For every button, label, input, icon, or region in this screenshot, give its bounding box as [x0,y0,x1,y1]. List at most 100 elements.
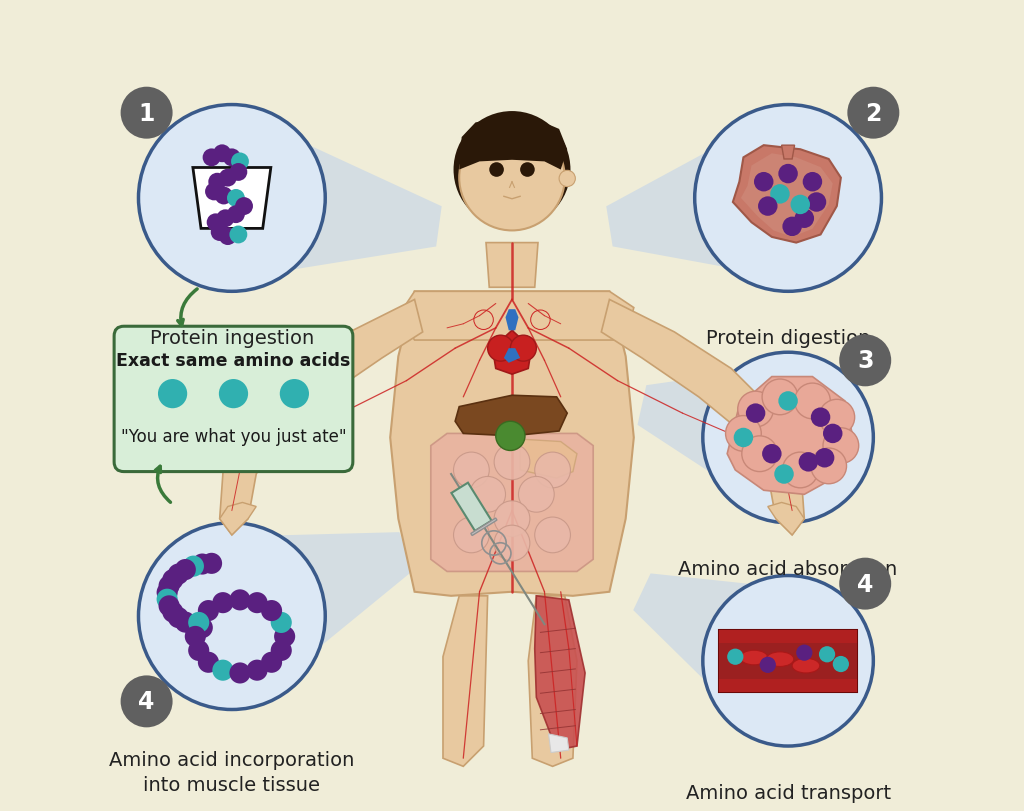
Polygon shape [719,630,857,643]
Circle shape [833,656,849,672]
Polygon shape [493,331,531,375]
Polygon shape [443,596,487,766]
Circle shape [489,163,504,178]
Circle shape [212,592,233,613]
Circle shape [236,198,253,216]
Circle shape [487,336,514,362]
Circle shape [795,209,814,229]
Circle shape [261,600,283,621]
Circle shape [815,448,835,468]
Polygon shape [520,440,577,478]
Polygon shape [528,596,577,766]
Circle shape [184,626,206,647]
Text: Amino acid incorporation
into muscle tissue: Amino acid incorporation into muscle tis… [110,750,354,794]
FancyBboxPatch shape [114,327,353,472]
Circle shape [213,145,231,163]
Circle shape [159,576,179,597]
Text: "You are what you just ate": "You are what you just ate" [121,427,346,445]
Circle shape [138,105,326,292]
Circle shape [215,187,232,205]
Polygon shape [220,115,441,282]
Circle shape [819,646,836,663]
Circle shape [191,617,213,638]
Circle shape [803,173,822,192]
Text: 1: 1 [138,101,155,126]
Circle shape [229,590,251,611]
Polygon shape [741,154,833,238]
Circle shape [495,526,529,561]
Circle shape [799,453,818,472]
Circle shape [823,428,859,464]
Circle shape [270,612,292,633]
Circle shape [138,523,326,710]
Polygon shape [193,169,270,229]
Text: 4: 4 [857,572,873,596]
Circle shape [758,197,777,217]
Circle shape [227,190,245,208]
Polygon shape [601,300,804,535]
Circle shape [823,424,843,444]
Circle shape [163,602,183,623]
Circle shape [811,408,830,427]
Circle shape [782,217,802,237]
Circle shape [183,616,204,637]
Circle shape [247,592,267,613]
Circle shape [694,105,882,292]
Circle shape [797,645,812,661]
Circle shape [158,380,187,409]
Circle shape [559,171,575,187]
Circle shape [520,163,535,178]
Circle shape [183,556,204,577]
Circle shape [207,214,224,232]
Polygon shape [727,377,853,495]
Circle shape [168,607,188,629]
Circle shape [223,149,241,167]
Circle shape [157,582,178,603]
Circle shape [702,353,873,523]
Circle shape [459,126,565,231]
Circle shape [778,392,798,411]
Polygon shape [203,533,414,695]
Polygon shape [220,503,256,535]
Circle shape [175,560,196,581]
Circle shape [163,569,183,590]
Circle shape [754,173,773,192]
Ellipse shape [766,652,794,667]
Circle shape [782,453,818,488]
Circle shape [274,626,295,647]
Circle shape [727,649,743,665]
Circle shape [261,652,283,673]
Circle shape [495,444,529,480]
Text: 3: 3 [857,349,873,373]
Circle shape [121,88,173,139]
Circle shape [770,185,790,204]
Circle shape [819,400,855,436]
Polygon shape [220,300,423,535]
Text: Protein digestion: Protein digestion [706,328,870,347]
Polygon shape [431,434,593,572]
Circle shape [205,183,223,201]
Circle shape [208,174,226,191]
Polygon shape [633,573,821,730]
Circle shape [175,611,196,633]
Circle shape [188,612,209,633]
Circle shape [840,335,891,387]
Circle shape [495,501,529,537]
Circle shape [219,380,248,409]
Circle shape [470,477,506,513]
Text: 4: 4 [138,689,155,714]
Circle shape [198,652,219,673]
Circle shape [191,554,213,575]
Circle shape [212,660,233,681]
Circle shape [198,600,219,621]
Polygon shape [504,349,520,363]
Polygon shape [781,146,795,160]
Polygon shape [768,503,804,535]
Polygon shape [719,643,857,679]
Circle shape [535,517,570,553]
Circle shape [229,663,251,684]
Polygon shape [733,146,841,243]
Ellipse shape [740,650,768,665]
Polygon shape [719,679,857,692]
Circle shape [535,453,570,488]
